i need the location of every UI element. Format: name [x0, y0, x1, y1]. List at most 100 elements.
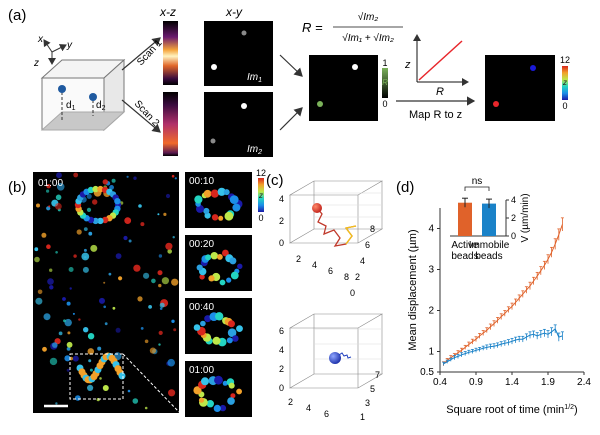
bead-spot [78, 318, 81, 321]
inset-tick-label: 0 [511, 231, 516, 241]
xz-image-2 [163, 92, 178, 156]
displacement-chart: 0.4 0.9 1.4 1.9 2.4 0.5 1 2 3 4 Square root of tim… [407, 208, 591, 416]
inset-bead [196, 204, 204, 213]
y-tick-label: 1 [428, 347, 434, 358]
z-colorbar-b-mid: z [258, 191, 263, 200]
bead-spot [167, 249, 172, 254]
r-colorbar [382, 68, 388, 98]
bead-spot [49, 285, 54, 290]
inset-bead [237, 263, 243, 269]
x-tick-label: 0.9 [469, 377, 483, 388]
inset-bead [227, 328, 237, 338]
bead-spot [55, 203, 62, 210]
bead-spot [64, 318, 72, 327]
xy-image-2 [204, 92, 273, 157]
r-colorbar-mid: R [382, 78, 388, 87]
bead-spot [99, 297, 105, 304]
map-plot-r: R [436, 86, 444, 98]
z-colorbar-b-top: 12 [256, 168, 266, 178]
bead-field [34, 172, 179, 410]
bead-spot [96, 398, 100, 402]
x-tick-label: 0.4 [433, 377, 447, 388]
y-tick-label: 3 [428, 265, 434, 276]
bead-spot [127, 389, 131, 393]
inset-bead [226, 277, 232, 283]
bead-spot [118, 372, 126, 380]
x-tick: 7 [375, 370, 380, 380]
bead-spot [133, 264, 141, 272]
x-tick-label: 2.4 [577, 377, 591, 388]
y-tick: 4 [306, 403, 311, 413]
y-axis-label: Mean displacement (µm) [407, 229, 419, 350]
inset-bead [196, 264, 203, 271]
bead-spot [165, 193, 171, 199]
depth-d2: d2 [96, 100, 106, 112]
bead-spot [42, 346, 47, 352]
bead-spot [92, 185, 99, 193]
micrograph-main [33, 172, 179, 413]
bead-spot [90, 244, 98, 252]
y-tick: 2 [355, 272, 360, 282]
bead-spot [68, 267, 74, 272]
map-label: Map R to z [409, 109, 462, 121]
bead-spot [144, 406, 148, 410]
bead-spot [109, 185, 114, 190]
inset-bead [228, 382, 235, 389]
x-tick-label: 1.4 [505, 377, 519, 388]
x-tick: 4 [312, 260, 317, 270]
im1-label: Im1 [247, 72, 262, 84]
inset-bead [227, 397, 235, 405]
inset-bead [204, 315, 212, 323]
inset-bead [223, 189, 230, 196]
inset-tick-label: 2 [511, 213, 516, 223]
bead-spot [82, 266, 89, 273]
inset-category-label: Active [451, 240, 479, 251]
bead-spot [115, 253, 122, 259]
bead-spot [66, 368, 70, 372]
bead-spot [63, 319, 66, 323]
inset-bead [219, 404, 227, 412]
inset-bead [229, 257, 237, 265]
bead-spot [108, 272, 112, 276]
y-tick-label: 0.5 [420, 367, 434, 378]
inset-bead [193, 324, 201, 331]
trajectory-path-end [344, 225, 357, 245]
bead-spot [75, 395, 81, 401]
inset-bead [228, 320, 235, 328]
inset-bead [203, 207, 210, 215]
bead-spot [165, 242, 173, 250]
ratio-dot-2 [317, 101, 323, 107]
bead-spot [49, 357, 58, 366]
ratio-lhs: R = [302, 20, 323, 35]
bead-spot [126, 175, 129, 178]
bead-spot [66, 347, 71, 351]
y-tick: 0 [350, 288, 355, 298]
inset-bar [458, 202, 472, 236]
inset-bead [194, 195, 203, 204]
bead-spot [87, 384, 94, 391]
z-colorbar-a [562, 66, 568, 100]
box-face [288, 373, 384, 389]
inset-bead [236, 325, 243, 332]
bead-spot [128, 239, 132, 243]
bead-spot [157, 213, 160, 216]
bead-spot [73, 254, 77, 258]
x-tick: 6 [328, 266, 333, 276]
y-tick: 4 [360, 256, 365, 266]
inset-bead [224, 211, 234, 221]
panel-b-label: (b) [8, 179, 26, 196]
inset-bead [230, 271, 239, 280]
inset-y-label: V (µm/min) [520, 193, 531, 242]
bead-spot [163, 212, 167, 216]
scan2-arrow [121, 99, 161, 133]
x-tick-label: 1.9 [541, 377, 555, 388]
bead-spot [66, 341, 73, 348]
bead-spot [72, 312, 75, 315]
y-tick-label: 4 [428, 224, 434, 235]
scan1-label: Scan 1 [135, 37, 165, 68]
bead-spot [56, 172, 62, 179]
z-colorbar-a-top: 12 [560, 55, 570, 65]
axis-y-label: y [66, 40, 73, 51]
